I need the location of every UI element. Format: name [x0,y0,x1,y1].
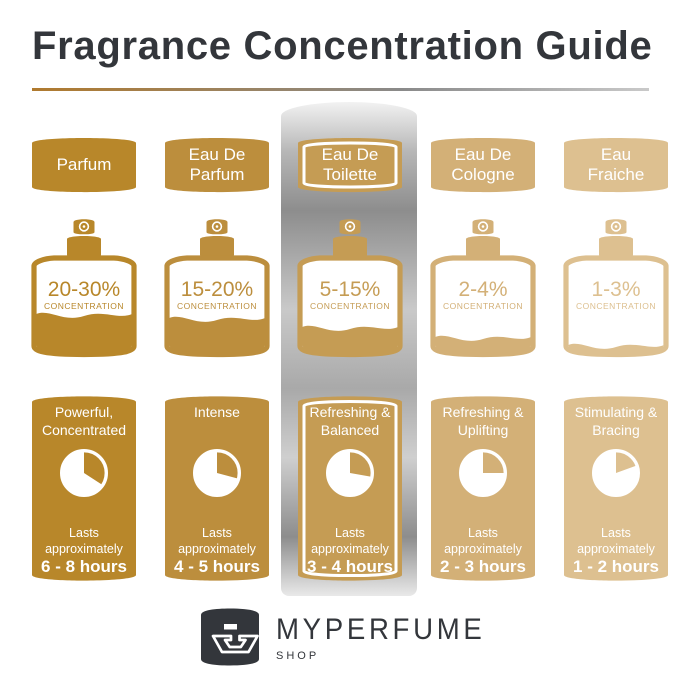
svg-text:15-20%: 15-20% [181,278,253,301]
svg-text:CONCENTRATION: CONCENTRATION [177,301,257,311]
svg-text:CONCENTRATION: CONCENTRATION [44,301,124,311]
svg-text:CONCENTRATION: CONCENTRATION [576,301,656,311]
svg-text:2-4%: 2-4% [458,278,507,301]
svg-text:5-15%: 5-15% [320,278,381,301]
svg-text:CONCENTRATION: CONCENTRATION [443,301,523,311]
svg-text:1-3%: 1-3% [591,278,640,301]
svg-text:CONCENTRATION: CONCENTRATION [310,301,390,311]
svg-text:20-30%: 20-30% [48,278,120,301]
